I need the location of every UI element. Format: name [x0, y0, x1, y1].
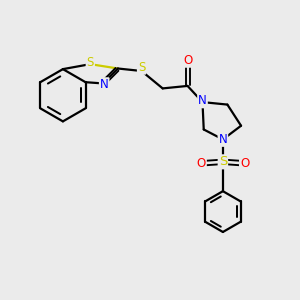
Text: O: O	[196, 157, 206, 169]
Text: N: N	[218, 133, 227, 146]
Text: N: N	[198, 94, 207, 107]
Text: S: S	[87, 56, 94, 69]
Text: O: O	[240, 157, 249, 169]
Text: N: N	[100, 78, 109, 91]
Text: S: S	[138, 61, 145, 74]
Text: O: O	[183, 54, 192, 67]
Text: S: S	[219, 155, 227, 168]
